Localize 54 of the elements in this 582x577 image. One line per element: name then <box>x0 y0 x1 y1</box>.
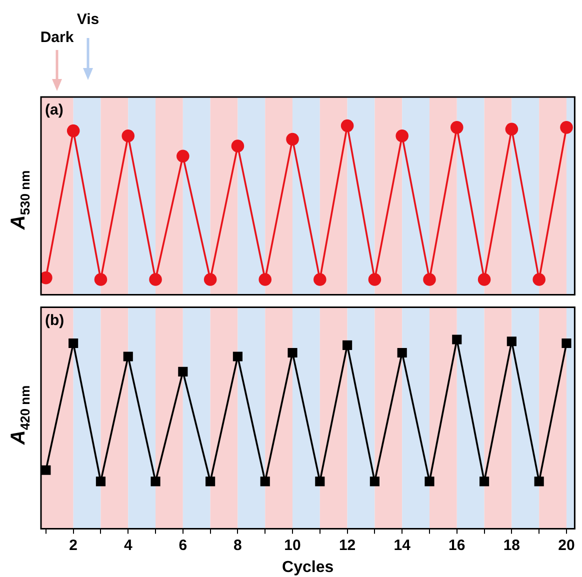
point <box>231 140 244 152</box>
point <box>505 122 518 136</box>
x-tick-label: 10 <box>284 536 301 554</box>
x-axis-title: Cycles <box>282 558 334 576</box>
point <box>286 132 299 146</box>
point <box>423 273 436 286</box>
x-tick-label: 4 <box>124 536 133 554</box>
point <box>176 150 190 163</box>
point <box>232 352 242 362</box>
point <box>123 352 133 362</box>
point <box>370 476 380 486</box>
point <box>340 119 354 132</box>
point <box>397 348 407 358</box>
point <box>206 476 216 486</box>
text: (a) <box>45 102 64 119</box>
point <box>94 273 108 286</box>
point <box>41 465 51 475</box>
point <box>204 273 217 286</box>
x-tick-label: 12 <box>338 536 356 554</box>
point <box>260 476 270 486</box>
x-tick-label: 14 <box>394 536 412 554</box>
text: Dark <box>40 29 74 46</box>
point <box>68 338 78 348</box>
text: Vis <box>76 11 100 28</box>
point <box>478 273 491 286</box>
x-tick-label: 2 <box>69 536 78 554</box>
point <box>452 334 462 344</box>
x-tick-label: 18 <box>503 536 520 554</box>
point <box>560 121 573 134</box>
x-tick-label: 8 <box>234 536 242 554</box>
x-tick-label: 20 <box>558 536 575 554</box>
point <box>562 338 572 348</box>
point <box>506 336 516 346</box>
point <box>149 273 162 286</box>
point <box>396 129 408 142</box>
point <box>480 476 490 486</box>
point <box>66 124 80 138</box>
point <box>342 340 352 350</box>
x-tick-label: 16 <box>448 536 466 554</box>
point <box>150 476 160 486</box>
point <box>122 129 135 142</box>
point <box>424 476 434 486</box>
point <box>534 476 544 486</box>
point <box>178 366 188 376</box>
point <box>368 273 382 286</box>
text: (b) <box>45 312 64 329</box>
point <box>314 273 326 286</box>
point <box>96 476 106 486</box>
point <box>288 348 298 358</box>
point <box>258 273 272 286</box>
point <box>315 476 325 486</box>
point <box>450 121 464 134</box>
point <box>532 273 546 286</box>
x-tick-label: 6 <box>178 536 188 554</box>
